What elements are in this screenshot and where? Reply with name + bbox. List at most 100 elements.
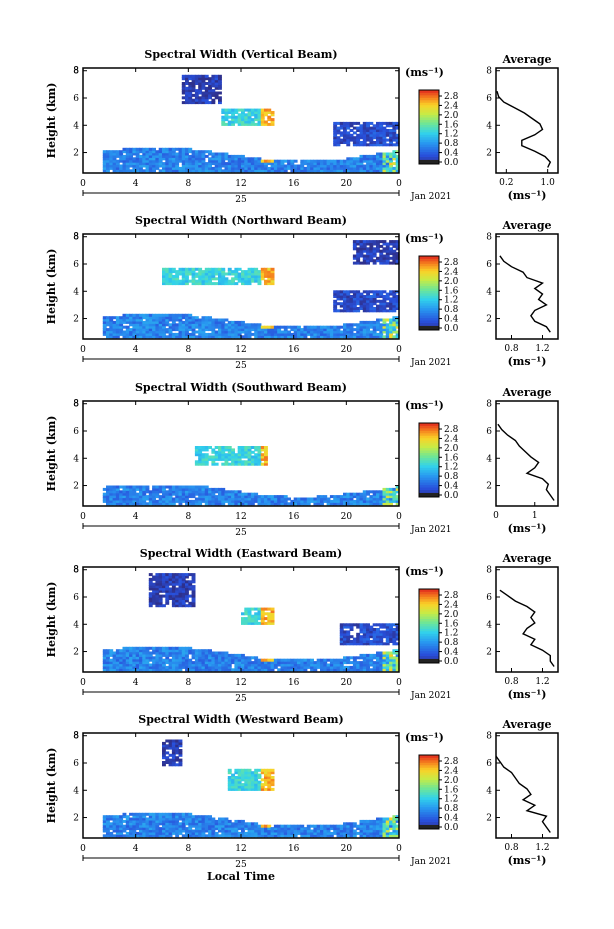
heatmap-cell	[109, 495, 114, 499]
heatmap-cell	[376, 495, 380, 499]
heatmap-cell	[287, 164, 291, 168]
heatmap-cell	[175, 152, 180, 156]
heatmap-cell	[382, 325, 387, 329]
heatmap-cell	[162, 154, 166, 158]
heatmap-cell	[257, 450, 262, 454]
heatmap-cell	[277, 330, 282, 334]
heatmap-cell	[198, 325, 203, 329]
heatmap-cell	[366, 240, 370, 244]
heatmap-cell	[352, 309, 357, 313]
heatmap-cell	[385, 819, 390, 823]
heatmap-cell	[181, 661, 186, 665]
heatmap-cell	[237, 492, 242, 496]
heatmap-cell	[194, 653, 199, 657]
heatmap-cell	[198, 819, 203, 823]
heatmap-cell	[264, 829, 268, 833]
heatmap-cell	[257, 668, 262, 672]
heatmap-cell	[267, 829, 272, 833]
heatmap-cell	[264, 267, 268, 271]
heatmap-cell	[198, 450, 203, 454]
average-x-tick-label: 1.2	[535, 677, 549, 687]
heatmap-cell	[379, 642, 384, 646]
heatmap-cell	[382, 827, 387, 831]
heatmap-cell	[148, 332, 153, 336]
heatmap-cell	[366, 827, 370, 831]
heatmap-cell	[158, 819, 163, 823]
heatmap-cell	[148, 490, 153, 494]
heatmap-cell	[214, 335, 219, 339]
heatmap-cell	[165, 328, 170, 332]
heatmap-cell	[250, 159, 255, 163]
heatmap-cell	[227, 783, 232, 787]
heatmap-cell	[264, 495, 268, 499]
heatmap-cell	[165, 649, 170, 653]
heatmap-cell	[181, 101, 186, 105]
heatmap-cell	[372, 252, 377, 256]
heatmap-cell	[362, 502, 367, 506]
heatmap-cell	[264, 831, 268, 835]
heatmap-cell	[379, 138, 384, 142]
heatmap-cell	[237, 164, 242, 168]
heatmap-cell	[300, 665, 305, 669]
colorbar-segment	[419, 322, 439, 326]
heatmap-cell	[208, 320, 212, 324]
heatmap-cell	[250, 780, 255, 784]
heatmap-cell	[175, 651, 180, 655]
heatmap-cell	[283, 499, 288, 503]
heatmap-cell	[171, 267, 176, 271]
heatmap-cell	[165, 282, 170, 286]
heatmap-cell	[349, 642, 354, 646]
heatmap-cell	[208, 164, 212, 168]
heatmap-cell	[119, 328, 124, 332]
heatmap-cell	[346, 630, 351, 634]
heatmap-cell	[313, 162, 318, 166]
heatmap-cell	[178, 592, 183, 596]
heatmap-cell	[267, 607, 272, 611]
heatmap-cell	[237, 668, 242, 672]
heatmap-cell	[366, 242, 370, 246]
heatmap-cell	[106, 827, 110, 831]
heatmap-cell	[293, 325, 298, 329]
heatmap-cell	[162, 332, 166, 336]
heatmap-cell	[122, 649, 127, 653]
average-y-tick-label: 2	[486, 482, 492, 492]
heatmap-cell	[234, 164, 239, 168]
average-y-tick-label: 2	[486, 315, 492, 325]
heatmap-cell	[148, 665, 153, 669]
heatmap-cell	[178, 658, 183, 662]
heatmap-cell	[241, 118, 245, 122]
heatmap-cell	[211, 819, 216, 823]
heatmap-cell	[326, 166, 331, 170]
heatmap-cell	[392, 162, 397, 166]
heatmap-cell	[211, 272, 216, 276]
heatmap-cell	[326, 164, 331, 168]
heatmap-cell	[306, 658, 311, 662]
heatmap-cell	[349, 497, 354, 501]
heatmap-cell	[142, 831, 147, 835]
heatmap-cell	[241, 492, 245, 496]
heatmap-cell	[385, 143, 390, 147]
heatmap-cell	[372, 635, 377, 639]
heatmap-cell	[214, 330, 219, 334]
heatmap-cell	[185, 279, 189, 283]
heatmap-cell	[218, 320, 222, 324]
heatmap-cell	[392, 665, 397, 669]
heatmap-cell	[148, 150, 153, 154]
heatmap-cell	[155, 150, 160, 154]
heatmap-cell	[181, 316, 186, 320]
heatmap-cell	[109, 325, 114, 329]
heatmap-cell	[165, 589, 170, 593]
heatmap-cell	[336, 824, 341, 828]
heatmap-cell	[162, 829, 166, 833]
heatmap-cell	[155, 585, 160, 589]
heatmap-cell	[339, 502, 344, 506]
heatmap-cell	[257, 612, 262, 616]
colorbar-segment	[419, 144, 439, 148]
heatmap-cell	[158, 597, 163, 600]
heatmap-cell	[395, 295, 400, 298]
heatmap-cell	[333, 133, 338, 137]
heatmap-cell	[165, 162, 170, 166]
heatmap-cell	[389, 320, 393, 324]
heatmap-cell	[109, 157, 114, 161]
heatmap-cell	[218, 325, 222, 329]
